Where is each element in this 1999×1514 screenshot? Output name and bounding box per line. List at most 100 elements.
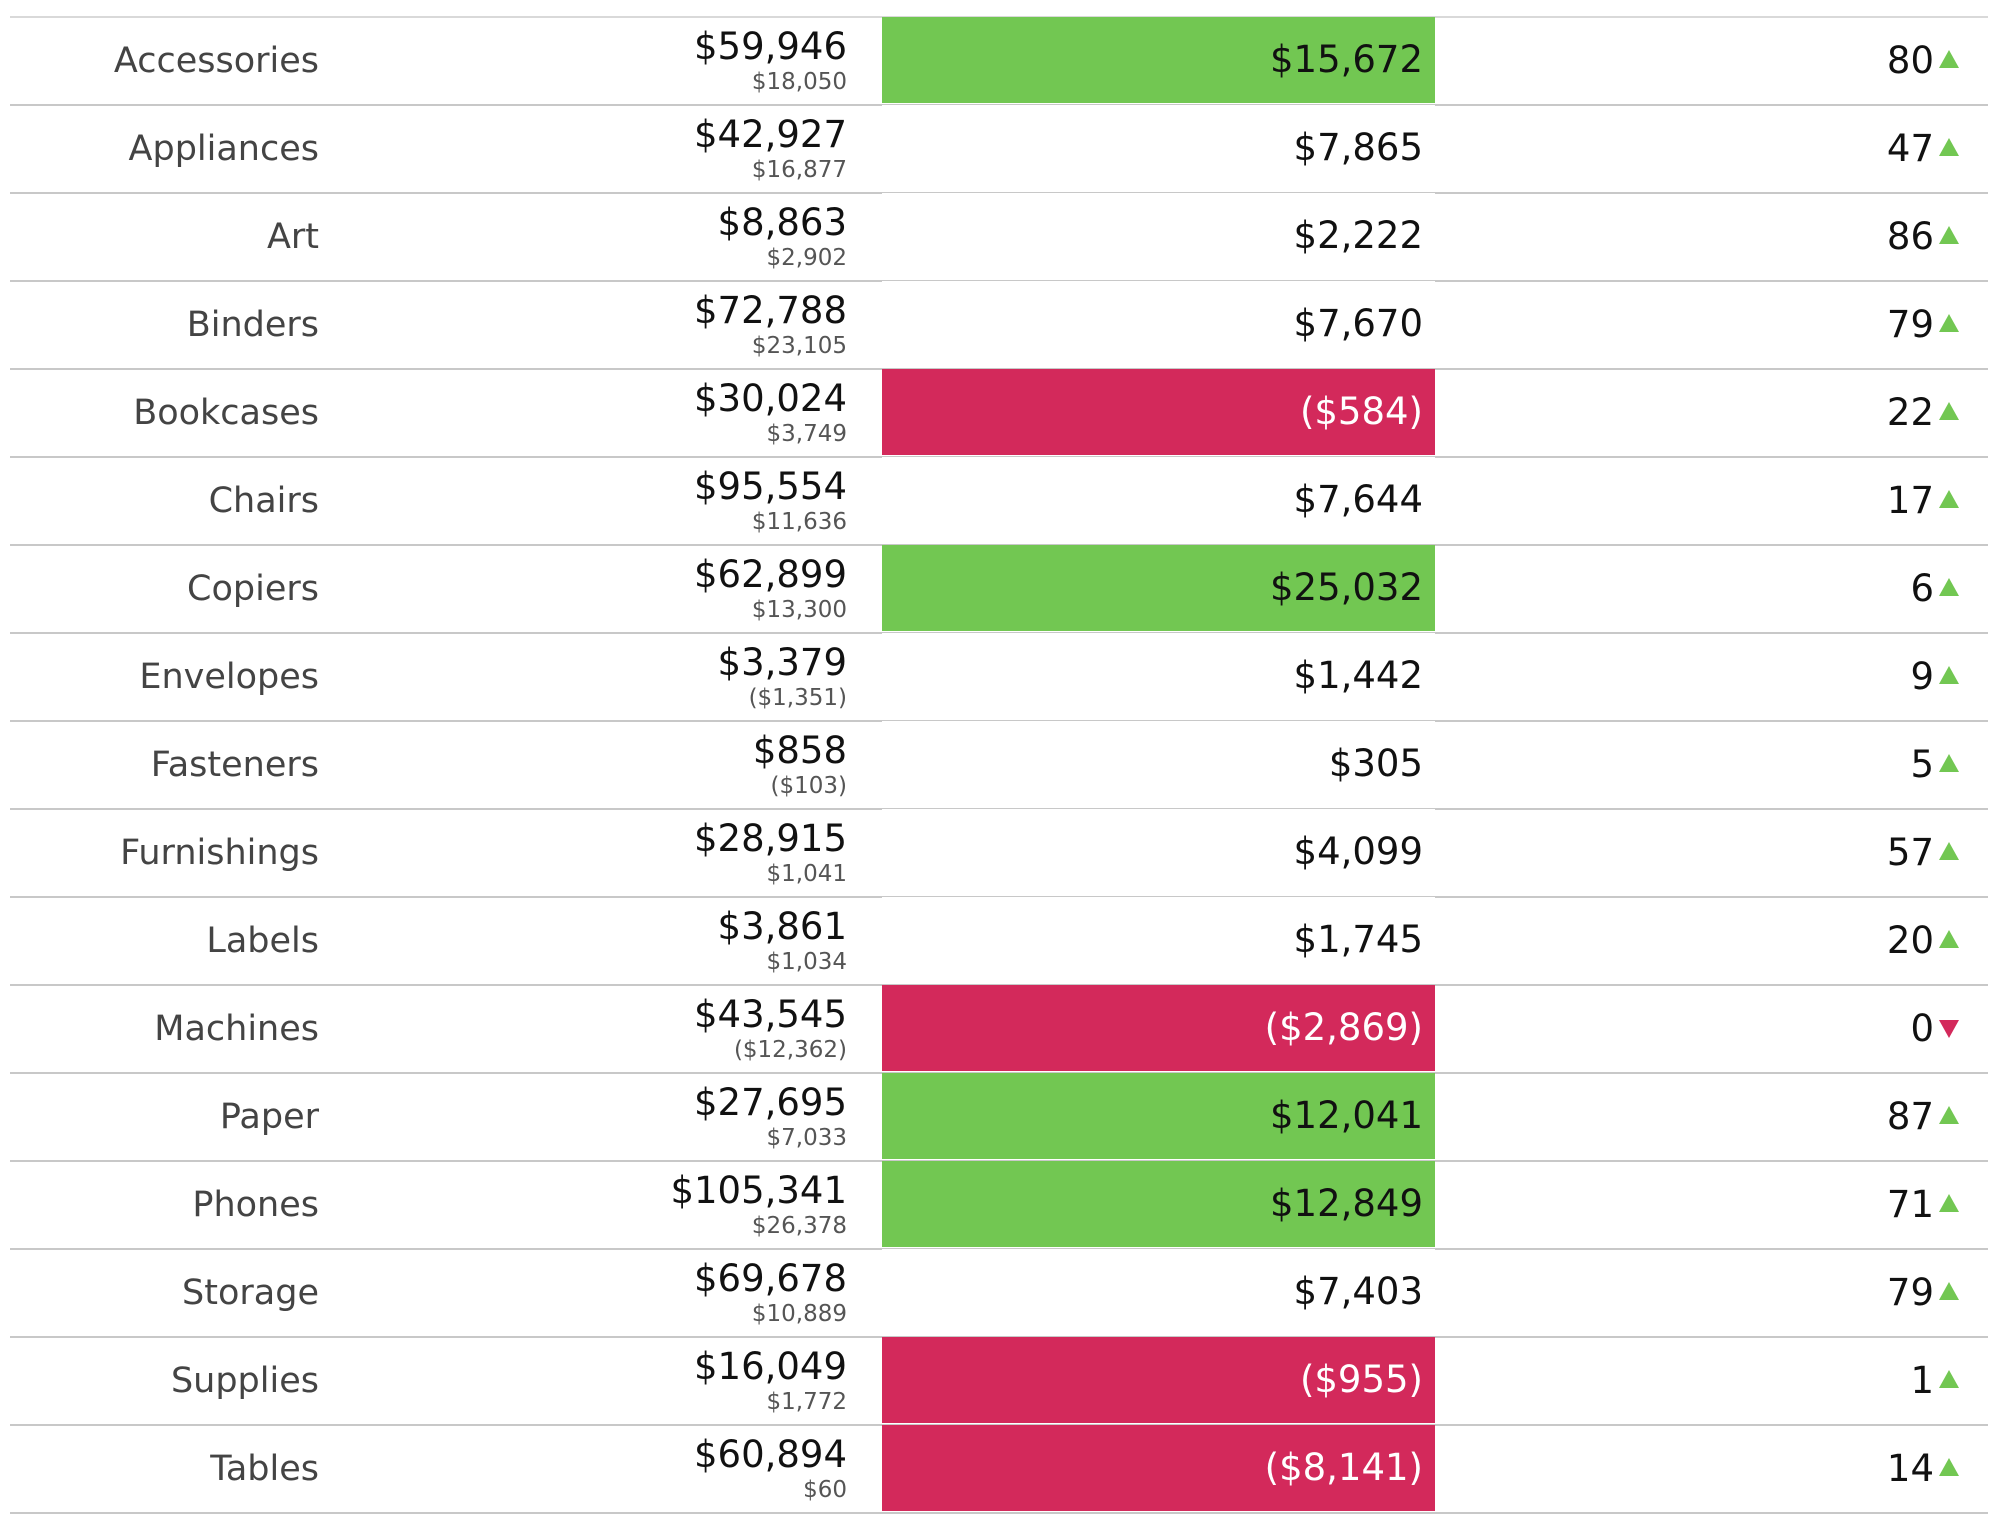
sales-secondary-value: ($1,351) [748,685,847,711]
profit-cell: $305 [882,721,1435,807]
sales-value: $59,946 [693,25,847,68]
triangle-up-icon [1938,752,1960,776]
table-row[interactable]: Binders $72,788 $23,105 $7,670 79 [10,281,1988,370]
category-label: Phones [192,1185,319,1225]
sales-value: $62,899 [693,553,847,596]
table-row[interactable]: Supplies $16,049 $1,772 ($955) 1 [10,1337,1988,1426]
sales-secondary-value: $18,050 [751,69,847,95]
table-row[interactable]: Furnishings $28,915 $1,041 $4,099 57 [10,809,1988,898]
category-label: Supplies [170,1361,319,1401]
table-row[interactable]: Bookcases $30,024 $3,749 ($584) 22 [10,369,1988,458]
category-label: Accessories [113,41,319,81]
table-row[interactable]: Storage $69,678 $10,889 $7,403 79 [10,1249,1988,1338]
sales-value: $30,024 [693,377,847,420]
category-label: Tables [210,1449,319,1489]
count-value: 0 [1910,1007,1934,1050]
sales-value: $42,927 [693,113,847,156]
sales-cell: $105,341 $26,378 [547,1170,847,1240]
category-label: Art [266,217,319,257]
profit-cell: ($8,141) [882,1425,1435,1511]
sales-value: $60,894 [693,1433,847,1476]
table-row[interactable]: Appliances $42,927 $16,877 $7,865 47 [10,105,1988,194]
triangle-up-icon [1938,312,1960,336]
profit-cell: $7,670 [882,281,1435,367]
sales-cell: $27,695 $7,033 [547,1082,847,1152]
table-row[interactable]: Labels $3,861 $1,034 $1,745 20 [10,897,1988,986]
sales-cell: $59,946 $18,050 [547,26,847,96]
sales-value: $72,788 [693,289,847,332]
count-value: 1 [1910,1359,1934,1402]
triangle-up-icon [1938,576,1960,600]
sales-secondary-value: $1,041 [766,861,847,887]
category-label: Binders [186,305,319,345]
sales-cell: $16,049 $1,772 [547,1346,847,1416]
table-row[interactable]: Machines $43,545 ($12,362) ($2,869) 0 [10,985,1988,1074]
table-row[interactable]: Copiers $62,899 $13,300 $25,032 6 [10,545,1988,634]
sales-value: $105,341 [670,1169,847,1212]
profit-cell: $7,644 [882,457,1435,543]
sales-cell: $30,024 $3,749 [547,378,847,448]
category-label: Paper [219,1097,319,1137]
sales-cell: $8,863 $2,902 [547,202,847,272]
table-row[interactable]: Tables $60,894 $60 ($8,141) 14 [10,1425,1988,1514]
category-label: Appliances [128,129,319,169]
triangle-up-icon [1938,400,1960,424]
count-value: 6 [1910,567,1934,610]
count-value: 79 [1886,303,1934,346]
profit-cell: $15,672 [882,17,1435,103]
sales-cell: $95,554 $11,636 [547,466,847,536]
sales-value: $858 [752,729,847,772]
sales-value: $43,545 [693,993,847,1036]
count-value: 47 [1886,127,1934,170]
table-row[interactable]: Phones $105,341 $26,378 $12,849 71 [10,1161,1988,1250]
triangle-up-icon [1938,1104,1960,1128]
profit-cell: $7,403 [882,1249,1435,1335]
table-row[interactable]: Chairs $95,554 $11,636 $7,644 17 [10,457,1988,546]
profit-cell: $12,041 [882,1073,1435,1159]
count-value: 87 [1886,1095,1934,1138]
sales-cell: $69,678 $10,889 [547,1258,847,1328]
category-label: Bookcases [133,393,319,433]
profit-cell: $4,099 [882,809,1435,895]
table-row[interactable]: Envelopes $3,379 ($1,351) $1,442 9 [10,633,1988,722]
category-label: Fasteners [150,745,319,785]
sales-cell: $3,379 ($1,351) [547,642,847,712]
sales-value: $3,379 [717,641,847,684]
triangle-up-icon [1938,48,1960,72]
category-label: Machines [154,1009,319,1049]
sales-secondary-value: ($103) [770,773,847,799]
category-label: Chairs [208,481,319,521]
count-value: 20 [1886,919,1934,962]
triangle-up-icon [1938,136,1960,160]
sales-secondary-value: $2,902 [766,245,847,271]
category-label: Copiers [187,569,319,609]
table-row[interactable]: Fasteners $858 ($103) $305 5 [10,721,1988,810]
triangle-up-icon [1938,840,1960,864]
table-row[interactable]: Art $8,863 $2,902 $2,222 86 [10,193,1988,282]
count-value: 5 [1910,743,1934,786]
category-label: Furnishings [120,833,319,873]
sales-cell: $62,899 $13,300 [547,554,847,624]
profit-cell: ($584) [882,369,1435,455]
count-value: 80 [1886,39,1934,82]
sales-secondary-value: $11,636 [751,509,847,535]
profit-cell: $1,745 [882,897,1435,983]
count-value: 57 [1886,831,1934,874]
profit-cell: ($2,869) [882,985,1435,1071]
sales-value: $28,915 [693,817,847,860]
sales-secondary-value: $3,749 [766,421,847,447]
sales-cell: $3,861 $1,034 [547,906,847,976]
sales-secondary-value: $26,378 [751,1213,847,1239]
triangle-up-icon [1938,488,1960,512]
triangle-up-icon [1938,1368,1960,1392]
sales-secondary-value: $1,034 [766,949,847,975]
profit-cell: $7,865 [882,105,1435,191]
sales-value: $69,678 [693,1257,847,1300]
sales-secondary-value: $10,889 [751,1301,847,1327]
table-row[interactable]: Paper $27,695 $7,033 $12,041 87 [10,1073,1988,1162]
count-value: 22 [1886,391,1934,434]
profit-cell: $1,442 [882,633,1435,719]
sales-value: $8,863 [717,201,847,244]
sales-cell: $60,894 $60 [547,1434,847,1504]
table-row[interactable]: Accessories $59,946 $18,050 $15,672 80 [10,17,1988,106]
